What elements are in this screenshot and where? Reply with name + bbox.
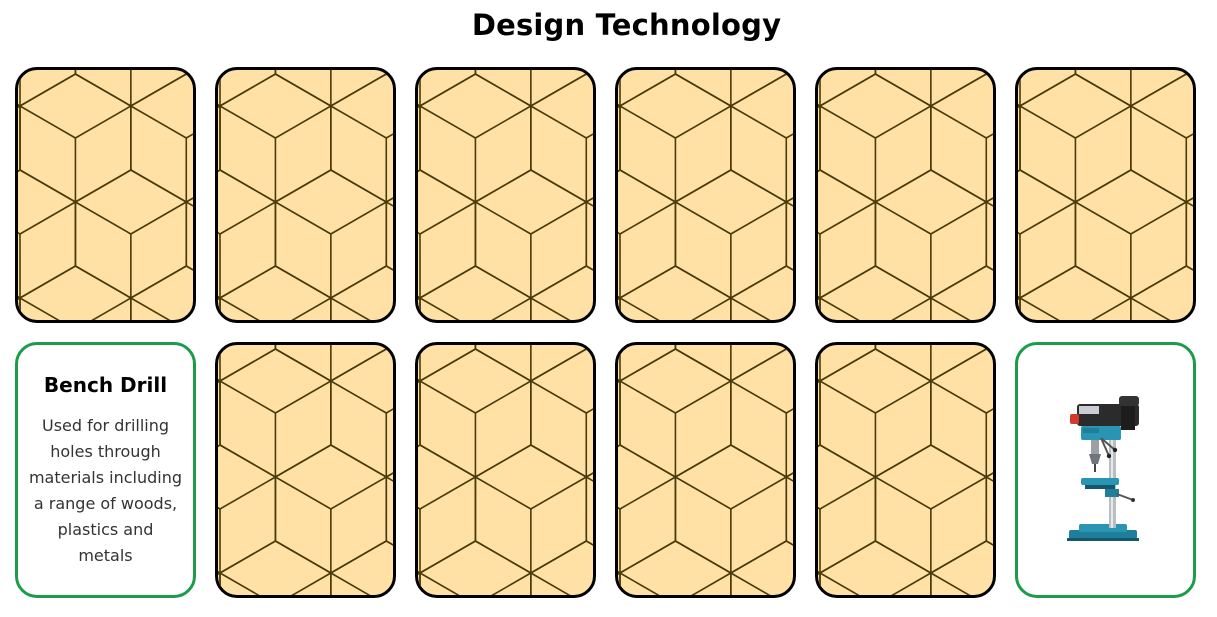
card-2[interactable] (215, 67, 396, 323)
cube-pattern (1018, 70, 1193, 320)
card-heading: Bench Drill (43, 373, 168, 397)
cube-pattern (218, 345, 393, 595)
cube-pattern (418, 70, 593, 320)
cube-pattern (818, 70, 993, 320)
card-6[interactable] (1015, 67, 1196, 323)
cube-pattern (618, 345, 793, 595)
card-image-face (1018, 345, 1193, 595)
cube-pattern (218, 70, 393, 320)
card-10[interactable] (615, 342, 796, 598)
card-5[interactable] (815, 67, 996, 323)
card-4[interactable] (615, 67, 796, 323)
page-title: Design Technology (471, 8, 782, 42)
cube-pattern (18, 70, 193, 320)
card-3[interactable] (415, 67, 596, 323)
card-9[interactable] (415, 342, 596, 598)
card-8[interactable] (215, 342, 396, 598)
card-description: Used for drilling holes through material… (28, 416, 183, 565)
cube-pattern (618, 70, 793, 320)
card-11[interactable] (815, 342, 996, 598)
card-1[interactable] (15, 67, 196, 323)
card-grid: Bench Drill Used for drilling holes thro… (15, 67, 1196, 598)
card-text-face: Bench Drill Used for drilling holes thro… (18, 345, 193, 595)
card-12[interactable] (1015, 342, 1196, 598)
cube-pattern (418, 345, 593, 595)
bench-drill-icon (1066, 396, 1139, 541)
card-7[interactable]: Bench Drill Used for drilling holes thro… (15, 342, 196, 598)
cube-pattern (818, 345, 993, 595)
